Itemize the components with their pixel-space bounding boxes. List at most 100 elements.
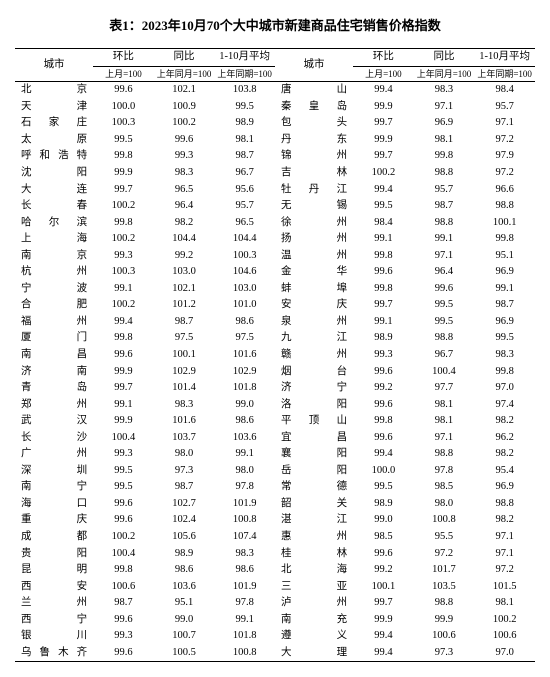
- value-cell: 105.6: [154, 529, 215, 546]
- value-cell: 99.6: [353, 363, 414, 380]
- value-cell: 100.2: [474, 612, 535, 629]
- value-cell: 104.6: [214, 264, 275, 281]
- table-row: 贵阳100.498.998.3桂林99.697.297.1: [15, 545, 535, 562]
- value-cell: 98.9: [353, 330, 414, 347]
- city-cell: 洛阳: [275, 396, 353, 413]
- value-cell: 99.5: [214, 99, 275, 116]
- value-cell: 99.1: [93, 281, 154, 298]
- value-cell: 100.6: [414, 628, 475, 645]
- table-row: 银川99.3100.7101.8遵义99.4100.6100.6: [15, 628, 535, 645]
- city-cell: 济南: [15, 363, 93, 380]
- table-row: 上海100.2104.4104.4扬州99.199.199.8: [15, 231, 535, 248]
- table-row: 北京99.6102.1103.8唐山99.498.398.4: [15, 82, 535, 99]
- value-cell: 99.6: [353, 545, 414, 562]
- value-cell: 97.4: [474, 396, 535, 413]
- col-mom-sub-right: 上月=100: [353, 66, 414, 82]
- value-cell: 100.3: [93, 115, 154, 132]
- city-cell: 烟台: [275, 363, 353, 380]
- value-cell: 100.4: [414, 363, 475, 380]
- value-cell: 99.6: [93, 347, 154, 364]
- city-cell: 哈尔滨: [15, 214, 93, 231]
- table-row: 南宁99.598.797.8常德99.598.596.9: [15, 479, 535, 496]
- value-cell: 97.1: [414, 430, 475, 447]
- col-yoy-right: 同比: [414, 49, 475, 67]
- city-cell: 泸州: [275, 595, 353, 612]
- table-row: 天津100.0100.999.5秦皇岛99.997.195.7: [15, 99, 535, 116]
- value-cell: 98.1: [414, 413, 475, 430]
- value-cell: 95.1: [474, 248, 535, 265]
- value-cell: 99.2: [154, 248, 215, 265]
- value-cell: 99.8: [93, 330, 154, 347]
- value-cell: 99.5: [93, 132, 154, 149]
- value-cell: 98.3: [214, 545, 275, 562]
- table-row: 石家庄100.3100.298.9包头99.796.997.1: [15, 115, 535, 132]
- value-cell: 97.0: [474, 380, 535, 397]
- col-city-left: 城市: [15, 49, 93, 82]
- value-cell: 100.4: [93, 430, 154, 447]
- value-cell: 99.8: [414, 148, 475, 165]
- value-cell: 98.6: [214, 413, 275, 430]
- value-cell: 98.2: [474, 413, 535, 430]
- city-cell: 常德: [275, 479, 353, 496]
- city-cell: 泉州: [275, 314, 353, 331]
- value-cell: 98.1: [214, 132, 275, 149]
- value-cell: 99.4: [93, 314, 154, 331]
- city-cell: 郑州: [15, 396, 93, 413]
- value-cell: 98.6: [154, 562, 215, 579]
- value-cell: 103.8: [214, 82, 275, 99]
- value-cell: 99.1: [474, 281, 535, 298]
- city-cell: 吉林: [275, 165, 353, 182]
- value-cell: 99.7: [353, 115, 414, 132]
- table-row: 乌鲁木齐99.6100.5100.8大理99.497.397.0: [15, 645, 535, 662]
- value-cell: 99.9: [93, 413, 154, 430]
- value-cell: 99.9: [414, 612, 475, 629]
- value-cell: 99.3: [93, 248, 154, 265]
- value-cell: 98.6: [214, 314, 275, 331]
- value-cell: 100.2: [353, 165, 414, 182]
- value-cell: 99.6: [353, 396, 414, 413]
- value-cell: 100.2: [93, 529, 154, 546]
- value-cell: 100.0: [353, 463, 414, 480]
- city-cell: 沈阳: [15, 165, 93, 182]
- value-cell: 100.5: [154, 645, 215, 662]
- city-cell: 无锡: [275, 198, 353, 215]
- city-cell: 大理: [275, 645, 353, 662]
- value-cell: 98.8: [414, 330, 475, 347]
- table-title: 表1：2023年10月70个大中城市新建商品住宅销售价格指数: [15, 15, 535, 34]
- value-cell: 95.7: [414, 181, 475, 198]
- value-cell: 99.4: [353, 446, 414, 463]
- table-row: 南京99.399.2100.3温州99.897.195.1: [15, 248, 535, 265]
- value-cell: 98.5: [353, 529, 414, 546]
- value-cell: 99.6: [353, 264, 414, 281]
- value-cell: 98.8: [414, 165, 475, 182]
- city-cell: 岳阳: [275, 463, 353, 480]
- value-cell: 98.1: [474, 595, 535, 612]
- value-cell: 97.1: [474, 115, 535, 132]
- city-cell: 南充: [275, 612, 353, 629]
- city-cell: 石家庄: [15, 115, 93, 132]
- value-cell: 100.0: [93, 99, 154, 116]
- city-cell: 牡丹江: [275, 181, 353, 198]
- value-cell: 96.9: [474, 264, 535, 281]
- value-cell: 98.0: [414, 496, 475, 513]
- city-cell: 包头: [275, 115, 353, 132]
- city-cell: 北海: [275, 562, 353, 579]
- value-cell: 99.9: [353, 99, 414, 116]
- value-cell: 96.5: [154, 181, 215, 198]
- value-cell: 104.4: [214, 231, 275, 248]
- value-cell: 100.3: [214, 248, 275, 265]
- value-cell: 99.3: [353, 347, 414, 364]
- value-cell: 99.5: [353, 479, 414, 496]
- value-cell: 98.7: [214, 148, 275, 165]
- city-cell: 西安: [15, 578, 93, 595]
- value-cell: 99.9: [353, 612, 414, 629]
- value-cell: 98.0: [154, 446, 215, 463]
- value-cell: 100.8: [214, 512, 275, 529]
- city-cell: 太原: [15, 132, 93, 149]
- col-city-right: 城市: [275, 49, 353, 82]
- value-cell: 96.6: [474, 181, 535, 198]
- city-cell: 银川: [15, 628, 93, 645]
- value-cell: 103.7: [154, 430, 215, 447]
- value-cell: 98.7: [154, 479, 215, 496]
- city-cell: 秦皇岛: [275, 99, 353, 116]
